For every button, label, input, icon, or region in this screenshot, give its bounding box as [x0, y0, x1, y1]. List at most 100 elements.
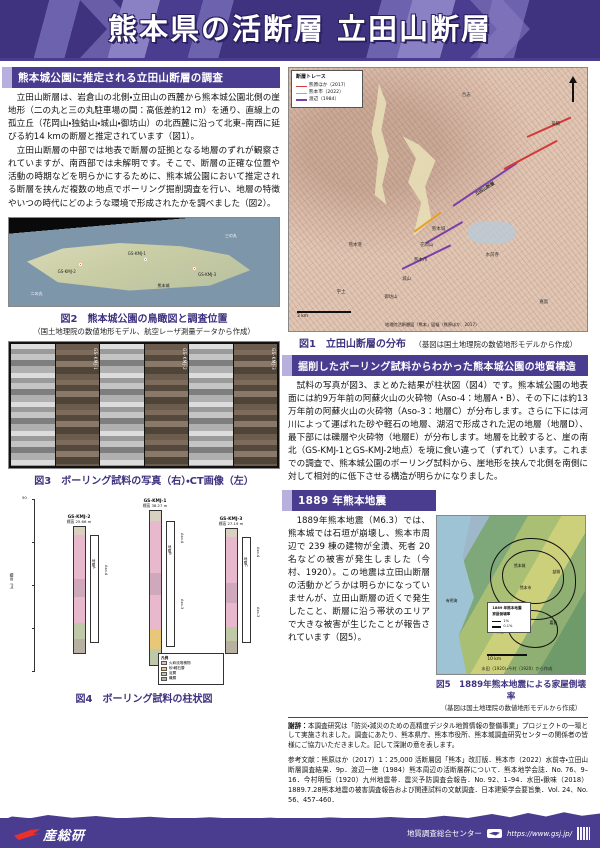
core-ct-image-1: [11, 343, 55, 466]
legend-label-sand: 砂・軽石層: [169, 665, 185, 670]
poster-body: 熊本城公園に推定される立田山断層の調査 立田山断層は、岩倉山の北側・立田山の西麓…: [0, 61, 600, 819]
map-label-koshi: 合志: [461, 92, 471, 98]
aso3-label-2: Aso-3: [180, 598, 184, 609]
acknowledgment-divider: [288, 716, 588, 718]
quake1889-text: 1889年熊本地震（M6.3）では、熊本城では石垣が崩壊し、熊本市周辺で 239…: [288, 515, 430, 647]
figure-4-legend: 凡例 火砕流堆積物 砂・軽石層 泥層 礫層: [158, 652, 224, 685]
legend-label-gravel: 礫層: [169, 676, 177, 681]
core-ct-image-3: [189, 343, 233, 466]
page-footer: 産総研 地質調査総合センター https://www.gsj.jp/: [0, 812, 600, 848]
geology-text: 試料の写真が図3、まとめた結果が柱状図（図4）です。熊本城公園の地表面には約9万…: [288, 380, 588, 485]
axis-tick-3: [32, 584, 35, 586]
legend-line-1pct: [492, 620, 502, 623]
right-column: 断層トレース 熊原ほか（2017） 熊本市（2022） 渡辺（1984） 合志 …: [282, 67, 588, 819]
seg-mud: [73, 623, 85, 640]
ariake-sea: [437, 515, 474, 674]
figure-4-legend-row-2: 泥層: [161, 671, 221, 676]
left-column: 熊本城公園に推定される立田山断層の調査 立田山断層は、岩倉山の北側・立田山の西麓…: [2, 67, 280, 819]
gsj-url[interactable]: https://www.gsj.jp/: [506, 829, 572, 838]
survey-paragraph-2: 立田山断層の中部では地表で断層の証拠となる地層のずれが観察されていますが、南西部…: [8, 146, 280, 209]
figure-4-legend-row-1: 砂・軽石層: [161, 666, 221, 671]
depth-axis-label: 標高（m）: [10, 572, 15, 592]
geology-paragraph-1: 試料の写真が図3、まとめた結果が柱状図（図4）です。熊本城公園の地表面には約9万…: [288, 381, 589, 483]
f5-label-kumamoto-city: 熊本市: [519, 585, 532, 591]
legend-line-01pct: [492, 625, 502, 628]
figure-4-legend-row-0: 火砕流堆積物: [161, 661, 221, 666]
axis-tick-5: [32, 670, 35, 672]
figure-5-legend-row-1: 0.1%: [492, 624, 526, 629]
banner-rule: [0, 58, 600, 61]
legend-label-kumahara: 熊原ほか（2017）: [309, 83, 349, 88]
seg-soil: [149, 511, 161, 522]
core-ct-image-2: [100, 343, 144, 466]
figure-5-legend-title: 1889 年熊本地震 家屋倒壊率: [492, 606, 522, 616]
scalebar-label: 3 km: [297, 314, 309, 319]
aist-logo: 産総研: [14, 825, 85, 844]
figure-5-scalebar: 10 km: [487, 653, 528, 662]
title-banner: 熊本県の活断層 立田山断層: [0, 0, 600, 58]
borehole-kmj2: GS-KMJ-2 標高 25.66 m: [50, 515, 108, 655]
borehole-kmj3-name: GS-KMJ-3: [219, 516, 243, 522]
borehole-kmj1-column: [148, 510, 162, 667]
aso4-label-1: Aso-4: [104, 564, 108, 575]
terrain-surface: [26, 243, 251, 291]
seg-aso3: [73, 579, 85, 598]
legend-swatch-pyroclastic: [161, 661, 167, 666]
legend-line-kumahara: [296, 85, 307, 88]
relief-shading: [289, 68, 587, 331]
figure-5-subcaption: （基図は国土地理院の数値地形モデルから作成）: [440, 703, 582, 712]
legend-label-1pct: 1%: [503, 618, 510, 623]
legend-swatch-mud: [161, 671, 167, 676]
aso4-label-2: Aso-4: [180, 532, 184, 543]
legend-label-01pct: 0.1%: [503, 624, 513, 629]
f5-label-kumamoto-castle: 熊本城: [513, 562, 526, 568]
figure-1-caption: 図1 立田山断層の分布 （基図は国土地理院の数値地形モデルから作成）: [288, 335, 588, 350]
figure-1-scalebar: 3 km: [297, 311, 351, 319]
figure-5-legend: 1889 年熊本地震 家屋倒壊率 1% 0.1%: [487, 602, 532, 634]
f5-label-mashiki: 益城: [552, 569, 561, 575]
seg-gravel: [225, 641, 237, 654]
figure-3-caption: 図3 ボーリング試料の写真（右）・CT画像（左）: [34, 475, 254, 487]
site-marker-kmj3: [192, 266, 196, 270]
quake1889-row: 1889年熊本地震（M6.3）では、熊本城では石垣が崩壊し、熊本市周辺で 239…: [288, 514, 588, 712]
figure-1-legend: 断層トレース 熊原ほか（2017） 熊本市（2022） 渡辺（1984）: [291, 70, 363, 108]
legend-label-watanabe: 渡辺（1984）: [309, 96, 340, 102]
site-marker-kmj2: [79, 263, 83, 267]
label-kmj1: GS-KMJ-1: [127, 251, 146, 256]
borehole-kmj1-name: GS-KMJ-1: [143, 498, 167, 504]
map-label-kumamoto-castle: 熊本城: [432, 226, 446, 232]
figure-1-legend-row-2: 渡辺（1984）: [296, 97, 358, 104]
gsj-logo-icon: [486, 829, 502, 838]
figure-2-caption-text: 図2 熊本城公園の鳥瞰図と調査位置: [60, 313, 228, 325]
acknowledgment-block: 謝辞：本調査研究は「防災・減災のための高精度デジタル地質情報の整備事業」プロジェ…: [288, 722, 588, 752]
map-label-kumamoto-port: 熊本港: [348, 242, 362, 248]
scalebar-bar: [297, 311, 351, 313]
seg-gravel: [73, 639, 85, 654]
figure-4-legend-row-3: 礫層: [161, 676, 221, 681]
figure-5-caption: 図5 1889年熊本地震による家屋倒壊率 （基図は国土地理院の数値地形モデルから…: [436, 678, 586, 712]
core-label-kmj3: GS-KMJ-3: [271, 347, 276, 370]
f5-scalebar-label: 10 km: [487, 656, 502, 662]
borehole-kmj3: GS-KMJ-3 標高 27.19 m: [202, 517, 260, 655]
legend-line-watanabe: [296, 99, 307, 102]
footer-right-group: 地質調査総合センター https://www.gsj.jp/: [407, 827, 590, 840]
borehole-kmj1-elev: 標高 38.27 m: [142, 503, 168, 509]
figure-5-damage-map: 熊本城 熊本市 有明海 益城 宇土 嘉島 1889 年熊本地震 家屋倒壊率 1%: [436, 514, 586, 675]
f5-label-ariake-sea: 有明海: [445, 597, 458, 603]
figure-4-caption: 図4 ボーリング試料の柱状図: [75, 693, 213, 705]
depth-axis-top-tick: 50: [22, 494, 27, 500]
qr-code-icon[interactable]: [577, 827, 590, 840]
figure-5-caption-text: 図5 1889年熊本地震による家屋倒壊率: [436, 679, 586, 702]
site-marker-kmj1: [144, 258, 147, 262]
core-label-kmj1: GS-KMJ-1: [93, 347, 98, 370]
acknowledgment-label: 謝辞：: [288, 721, 308, 730]
borehole-kmj1-unit-label: 地層B: [168, 544, 172, 555]
figure-2-caption: 図2 熊本城公園の鳥瞰図と調査位置 （国土地理院の数値地形モデル、航空レーザ測量…: [8, 310, 280, 337]
map-label-uto: 宇土: [336, 289, 346, 295]
seg-sand-pumice: [149, 629, 161, 650]
map-label-suizenji: 水前寺: [485, 253, 499, 259]
figure-1-fault-map: 断層トレース 熊原ほか（2017） 熊本市（2022） 渡辺（1984） 合志 …: [288, 67, 588, 332]
seg-aso3: [225, 583, 237, 604]
core-photo-2: GS-KMJ-2: [144, 343, 188, 466]
map-label-shiroyama: 城山: [402, 276, 412, 282]
